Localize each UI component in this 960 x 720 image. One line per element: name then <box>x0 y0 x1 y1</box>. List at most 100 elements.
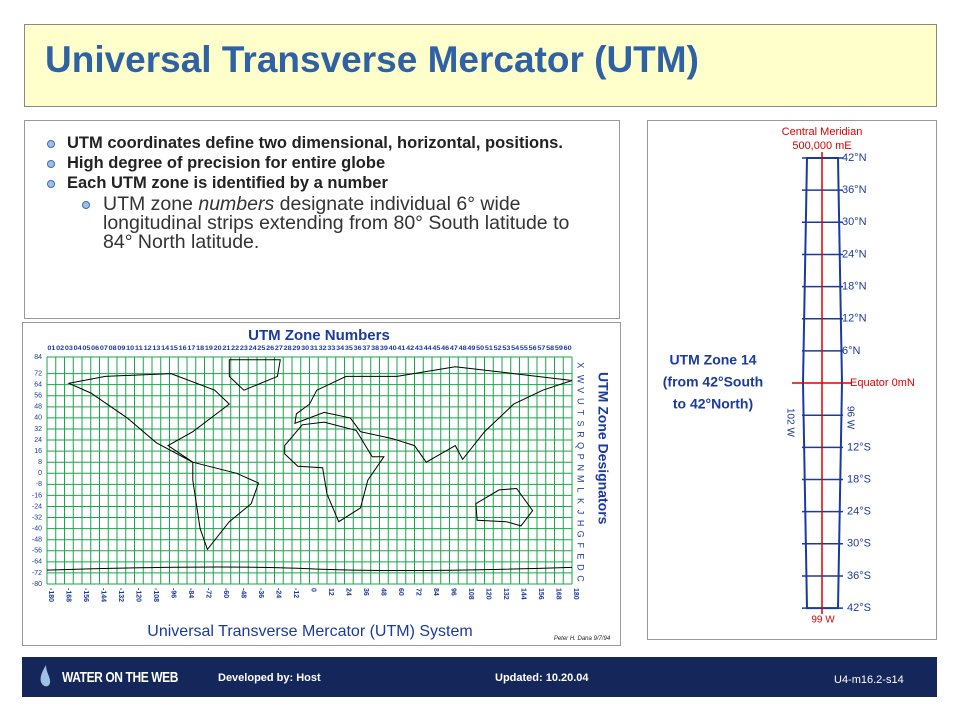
utm-map: UTM Zone Numbers Universal Transverse Me… <box>22 322 621 646</box>
longitude-label: 120 <box>485 588 492 600</box>
zone-designator: U <box>576 398 586 405</box>
longitude-label: -108 <box>152 588 159 602</box>
longitude-label: 144 <box>520 588 527 600</box>
latitude-label: 0 <box>38 470 42 477</box>
latitude-label: 36°N <box>842 184 867 196</box>
longitude-label: -36 <box>257 588 264 598</box>
zone-number: 21 <box>222 345 230 352</box>
zone-number: 28 <box>284 345 292 352</box>
sub-bullet: UTM zone numbers designate individual 6°… <box>25 193 619 253</box>
longitude-label: 24 <box>345 588 352 596</box>
map-credit: Peter H. Dana 9/7/94 <box>554 636 611 642</box>
zone-number: 12 <box>144 345 152 352</box>
footer: WATER ON THE WEB Developed by: Host Upda… <box>22 657 937 697</box>
latitude-label: 12°S <box>847 441 871 453</box>
longitude-label: 36 <box>362 588 369 596</box>
longitude-label: 72 <box>415 588 422 596</box>
zone-number: 36 <box>354 345 362 352</box>
bullet: UTM coordinates define two dimensional, … <box>25 135 619 151</box>
east-label: 96 W <box>844 406 855 430</box>
zone-title: to 42°North) <box>673 396 753 412</box>
title-box: Universal Transverse Mercator (UTM) <box>24 24 937 107</box>
zone-designator: W <box>576 375 586 384</box>
latitude-label: 6°N <box>842 345 861 357</box>
longitude-label: -24 <box>275 588 282 598</box>
zone-number: 48 <box>459 345 467 352</box>
zone-number: 25 <box>257 345 265 352</box>
latitude-label: 12°N <box>842 313 867 325</box>
longitude-label: -132 <box>117 588 124 602</box>
bullet: Each UTM zone is identified by a number <box>25 175 619 191</box>
zone-number: 23 <box>240 345 248 352</box>
latitude-label: -8 <box>36 481 42 488</box>
longitude-label: 0 <box>310 588 317 592</box>
longitude-label: -180 <box>47 588 54 602</box>
zone-designator: K <box>576 498 586 504</box>
latitude-label: 24°N <box>842 248 867 260</box>
longitude-label: 84 <box>432 588 439 596</box>
zone-number: 07 <box>100 345 108 352</box>
zone-designator: M <box>576 475 586 483</box>
longitude-label: -48 <box>240 588 247 598</box>
longitude-label: 168 <box>555 588 562 600</box>
zone-number: 29 <box>292 345 300 352</box>
text-box: UTM coordinates define two dimensional, … <box>24 120 620 319</box>
bullet-list: UTM coordinates define two dimensional, … <box>25 135 619 252</box>
latitude-label: 42°S <box>847 602 871 614</box>
latitude-label: 84 <box>34 354 42 361</box>
zone-number: 55 <box>520 345 528 352</box>
zone-number: 56 <box>529 345 537 352</box>
longitude-label: 132 <box>502 588 509 600</box>
zone-designator: D <box>576 564 586 571</box>
zone-number: 40 <box>389 345 397 352</box>
zone-number: 15 <box>170 345 178 352</box>
zone-designator: S <box>576 420 586 426</box>
zone-number: 02 <box>56 345 64 352</box>
center-label: 99 W <box>811 615 835 626</box>
longitude-label: 108 <box>467 588 474 600</box>
latitude-label: 42°N <box>842 152 867 164</box>
latitude-label: 72 <box>34 370 42 377</box>
zone-number: 06 <box>91 345 99 352</box>
latitude-label: -24 <box>32 503 42 510</box>
zone-designator: F <box>576 542 586 548</box>
latitude-label: 30°S <box>847 538 871 550</box>
latitude-label: 48 <box>34 404 42 411</box>
zone-designator: N <box>576 464 586 471</box>
zone-designator: C <box>576 575 586 582</box>
text: designate individual 6° wide longitudina… <box>103 193 570 253</box>
zone-number: 50 <box>476 345 484 352</box>
longitude-label: -156 <box>82 588 89 602</box>
zone-number: 33 <box>327 345 335 352</box>
latitude-label: -80 <box>32 581 42 588</box>
longitude-label: -144 <box>100 588 107 602</box>
zone-number: 42 <box>406 345 414 352</box>
zone-number: 43 <box>415 345 423 352</box>
zone-designator: G <box>576 531 586 538</box>
latitude-label: -32 <box>32 514 42 521</box>
zone-title: (from 42°South <box>663 374 764 390</box>
longitude-label: 12 <box>327 588 334 596</box>
latitude-label: 16 <box>34 448 42 455</box>
longitude-label: -12 <box>292 588 299 598</box>
bullet: High degree of precision for entire glob… <box>25 155 619 171</box>
zone-number: 35 <box>345 345 353 352</box>
latitude-label: -40 <box>32 525 42 532</box>
latitude-label: 24°S <box>847 506 871 518</box>
land-outline <box>67 373 231 463</box>
zone-number: 41 <box>397 345 405 352</box>
zone-number: 47 <box>450 345 458 352</box>
longitude-label: -84 <box>187 588 194 598</box>
latitude-label: 36°S <box>847 570 871 582</box>
meridian-label: Central Meridian <box>782 126 863 138</box>
zone-number: 03 <box>65 345 73 352</box>
land-outline <box>284 421 385 523</box>
updated: Updated: 10.20.04 <box>495 672 589 684</box>
latitude-label: 30°N <box>842 216 867 228</box>
diagram-frame <box>647 120 937 640</box>
longitude-label: -120 <box>135 588 142 602</box>
longitude-label: 180 <box>572 588 579 600</box>
zone-number: 24 <box>249 345 257 352</box>
zone-number: 45 <box>432 345 440 352</box>
